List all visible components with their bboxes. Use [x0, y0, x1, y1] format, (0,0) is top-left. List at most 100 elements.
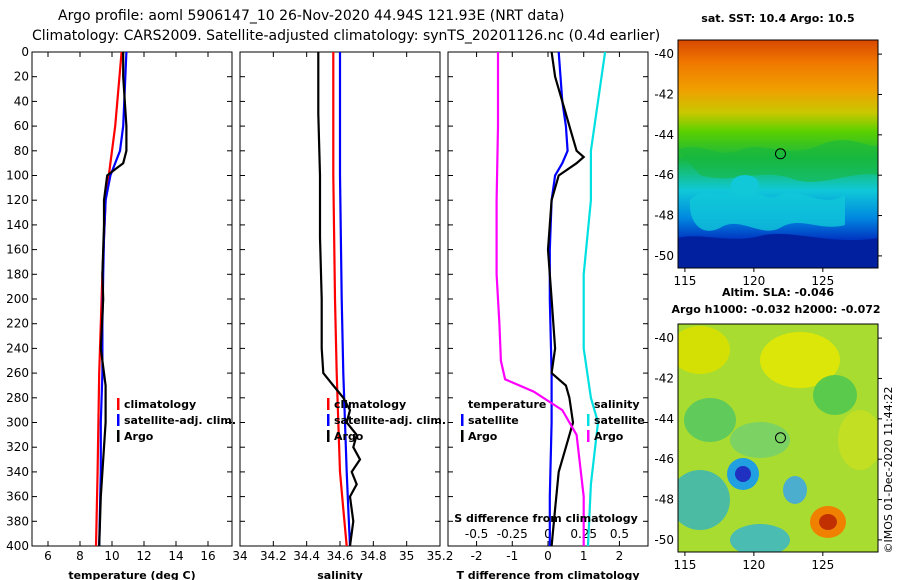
y-tick-label: 100	[6, 169, 29, 183]
series-line-argo	[98, 52, 128, 547]
y-tick-label: 120	[6, 193, 29, 207]
map-x-tick-label: 120	[742, 274, 765, 288]
difference-legend: temperature satellite Argo salinity sate…	[461, 398, 645, 443]
sla-feature	[684, 398, 736, 442]
map-y-tick-label: -42	[654, 87, 674, 101]
sst-map: 115 120 125 -40 -42 -44 -46 -48 -50	[654, 39, 882, 288]
difference-series	[495, 51, 607, 547]
x-tick-label: 14	[168, 549, 183, 563]
sla-feature	[678, 470, 730, 530]
map-y-tick-label: -40	[654, 47, 674, 61]
map-x-tick-label: 125	[811, 274, 834, 288]
sla-eddy-core	[735, 466, 751, 482]
series-line-s-argo	[495, 52, 585, 546]
legend-swatch-argo	[327, 430, 330, 442]
x-tick-label: 34.2	[260, 549, 287, 563]
argo-position-marker	[774, 148, 786, 160]
x-tick-label: 6	[44, 549, 52, 563]
s-tick-label: 0.5	[610, 527, 629, 541]
sst-feature	[678, 140, 878, 182]
legend-label: satellite	[594, 414, 645, 427]
x-tick-label: 34	[232, 549, 247, 563]
legend-swatch-t-satellite	[461, 414, 464, 426]
temperature-series	[94, 51, 128, 547]
legend-swatch-argo	[117, 430, 120, 442]
legend-title-temperature: temperature	[468, 398, 546, 411]
y-tick-label: 140	[6, 218, 29, 232]
difference-xlabel: T difference from climatology	[456, 569, 639, 580]
y-tick-label: 300	[6, 416, 29, 430]
sst-feature	[678, 233, 878, 268]
x-tick-label: 12	[136, 549, 151, 563]
temperature-xlabel: temperature (deg C)	[68, 569, 195, 580]
x-tick-label: -2	[471, 549, 483, 563]
legend-label: climatology	[334, 398, 406, 411]
header-line-1: Argo profile: aoml 5906147_10 26-Nov-202…	[58, 8, 564, 24]
map-y-tick-label: -42	[654, 371, 674, 385]
legend-swatch-s-argo	[587, 430, 590, 442]
header-line-2: Climatology: CARS2009. Satellite-adjuste…	[32, 28, 660, 44]
salinity-series	[317, 52, 362, 547]
x-tick-label: 35.2	[427, 549, 454, 563]
y-tick-label: 180	[6, 267, 29, 281]
legend-label: climatology	[124, 398, 196, 411]
s-difference-label: S difference from climatology	[454, 512, 638, 525]
map-y-tick-label: -50	[654, 533, 674, 547]
x-tick-label: 34.6	[327, 549, 354, 563]
map-y-tick-label: -40	[654, 331, 674, 345]
sla-high-core	[819, 514, 837, 530]
x-tick-label: 2	[616, 549, 624, 563]
y-tick-label: 200	[6, 292, 29, 306]
sst-eddy	[731, 175, 759, 195]
x-tick-label: 34.4	[293, 549, 320, 563]
map-y-tick-label: -44	[654, 412, 674, 426]
map-x-tick-label: 120	[742, 558, 765, 572]
legend-label: Argo	[334, 430, 364, 443]
sla-feature	[813, 375, 857, 415]
y-tick-label: 340	[6, 465, 29, 479]
legend-label: Argo	[594, 430, 624, 443]
sla-map-title-2: Argo h1000: -0.032 h2000: -0.072	[671, 303, 880, 316]
sst-feature	[689, 187, 845, 231]
salinity-axes: 34 34.2 34.4 34.6 34.8 35 35.2	[232, 51, 454, 563]
temperature-legend: climatology satellite-adj. clim. Argo	[117, 398, 236, 443]
legend-title-salinity: salinity	[594, 398, 640, 411]
y-tick-label: 220	[6, 317, 29, 331]
sla-feature	[838, 410, 878, 470]
legend-label: satellite-adj. clim.	[334, 414, 446, 427]
x-tick-label: 35	[399, 549, 414, 563]
legend-swatch-climatology	[327, 398, 330, 410]
legend-label: Argo	[124, 430, 154, 443]
series-line-argo	[317, 52, 362, 547]
sla-map-axes: 115 120 125 -40 -42 -44 -46 -48 -50	[654, 331, 882, 572]
sst-map-frame	[677, 39, 879, 269]
legend-swatch-satellite	[117, 414, 120, 426]
sla-map-title-1: Altim. SLA: -0.046	[722, 286, 834, 299]
argo-position-marker	[774, 432, 786, 444]
legend-swatch-s-satellite	[587, 414, 590, 426]
y-tick-label: 40	[14, 94, 29, 108]
temperature-axes: 6 8 10 12 14 16020406080100120140160180200220…	[6, 45, 232, 563]
sla-feature	[783, 476, 807, 504]
x-tick-label: 1	[580, 549, 588, 563]
y-tick-label: 80	[14, 144, 29, 158]
map-y-tick-label: -50	[654, 249, 674, 263]
sla-map: 115 120 125 -40 -42 -44 -46 -48 -50	[654, 323, 882, 572]
sla-feature	[730, 422, 790, 458]
y-tick-label: 320	[6, 440, 29, 454]
difference-panel	[447, 51, 649, 547]
y-tick-label: 400	[6, 539, 29, 553]
y-tick-label: 160	[6, 243, 29, 257]
series-line-s-satellite	[582, 51, 607, 547]
map-y-tick-label: -44	[654, 128, 674, 142]
x-tick-label: 8	[76, 549, 84, 563]
salinity-xlabel: salinity	[317, 569, 363, 580]
sla-feature	[678, 326, 730, 374]
map-x-tick-label: 125	[811, 558, 834, 572]
s-tick-label: -0.5	[465, 527, 488, 541]
x-tick-label: 16	[200, 549, 215, 563]
sla-map-frame	[677, 323, 879, 553]
x-tick-label: 0	[544, 549, 552, 563]
legend-label: satellite-adj. clim.	[124, 414, 236, 427]
sla-feature	[760, 332, 840, 388]
